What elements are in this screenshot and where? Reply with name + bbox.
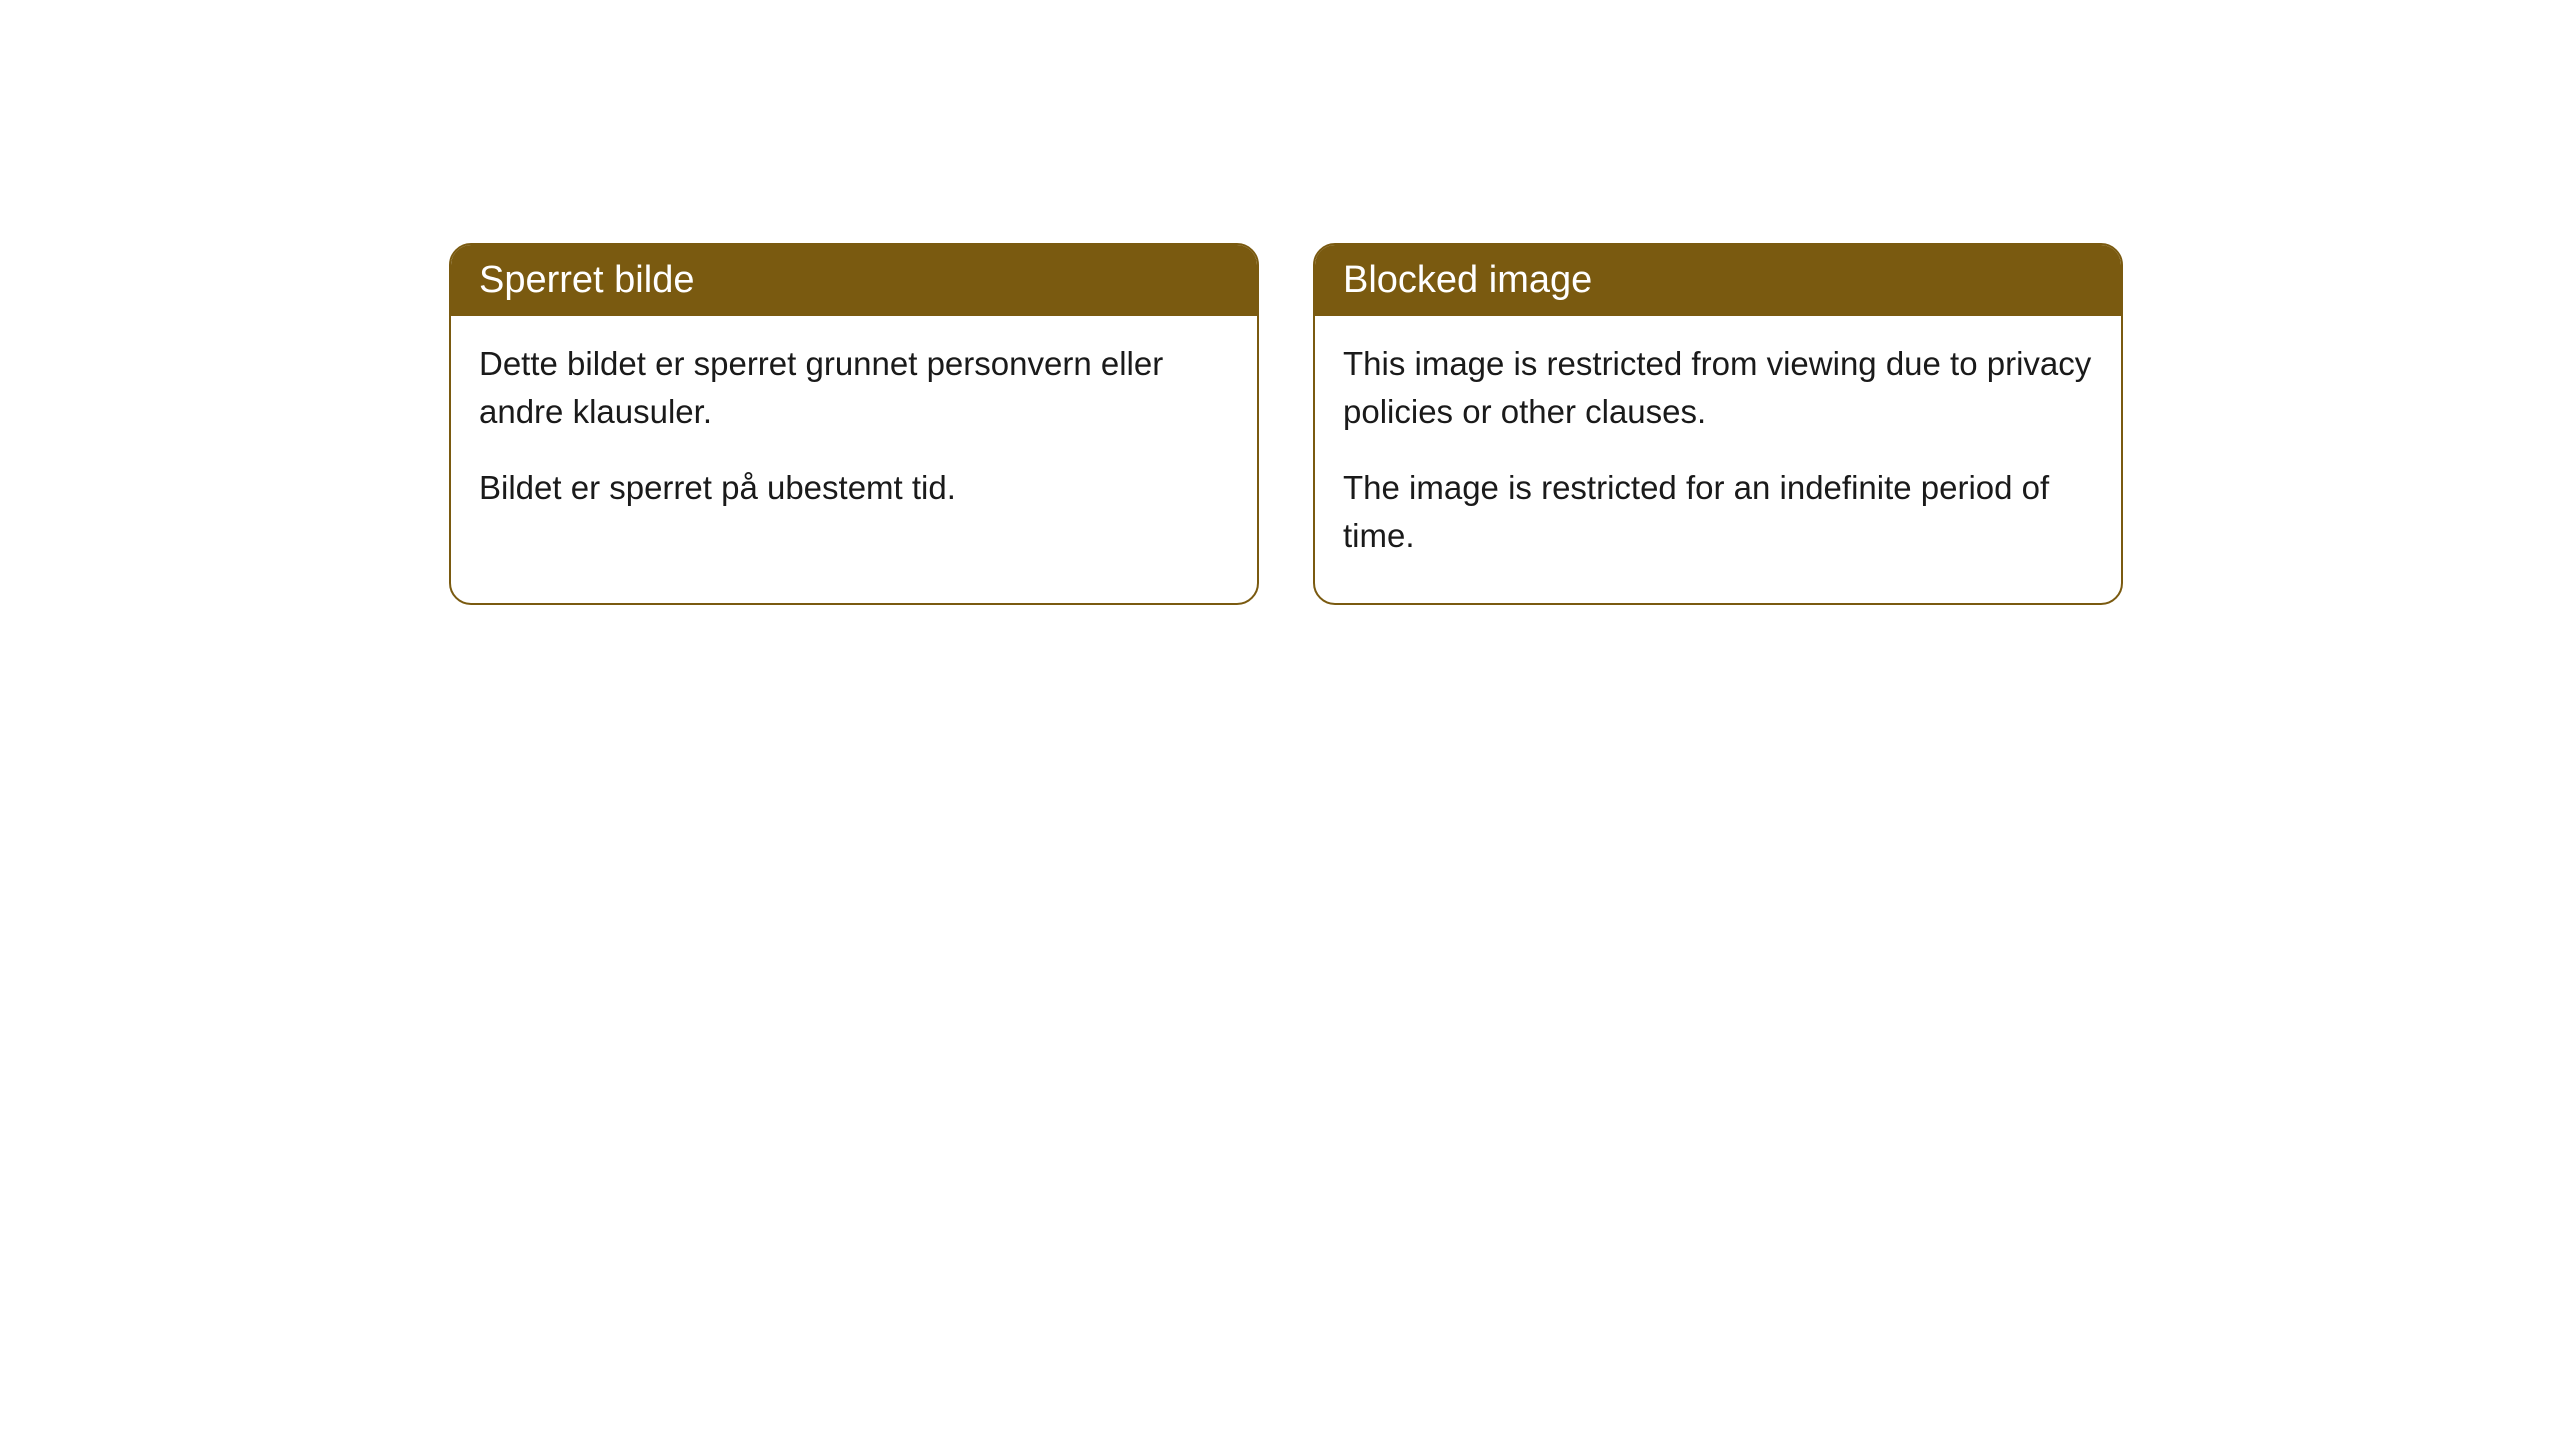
- blocked-image-card-no: Sperret bilde Dette bildet er sperret gr…: [449, 243, 1259, 605]
- blocked-image-card-en: Blocked image This image is restricted f…: [1313, 243, 2123, 605]
- card-title-no: Sperret bilde: [479, 259, 694, 301]
- notice-cards-container: Sperret bilde Dette bildet er sperret gr…: [449, 243, 2123, 605]
- card-paragraph-no-1: Dette bildet er sperret grunnet personve…: [479, 340, 1229, 436]
- card-body-no: Dette bildet er sperret grunnet personve…: [451, 316, 1257, 556]
- card-header-en: Blocked image: [1315, 245, 2121, 316]
- card-header-no: Sperret bilde: [451, 245, 1257, 316]
- card-paragraph-en-2: The image is restricted for an indefinit…: [1343, 464, 2093, 560]
- card-paragraph-en-1: This image is restricted from viewing du…: [1343, 340, 2093, 436]
- card-body-en: This image is restricted from viewing du…: [1315, 316, 2121, 603]
- card-paragraph-no-2: Bildet er sperret på ubestemt tid.: [479, 464, 1229, 512]
- card-title-en: Blocked image: [1343, 259, 1592, 301]
